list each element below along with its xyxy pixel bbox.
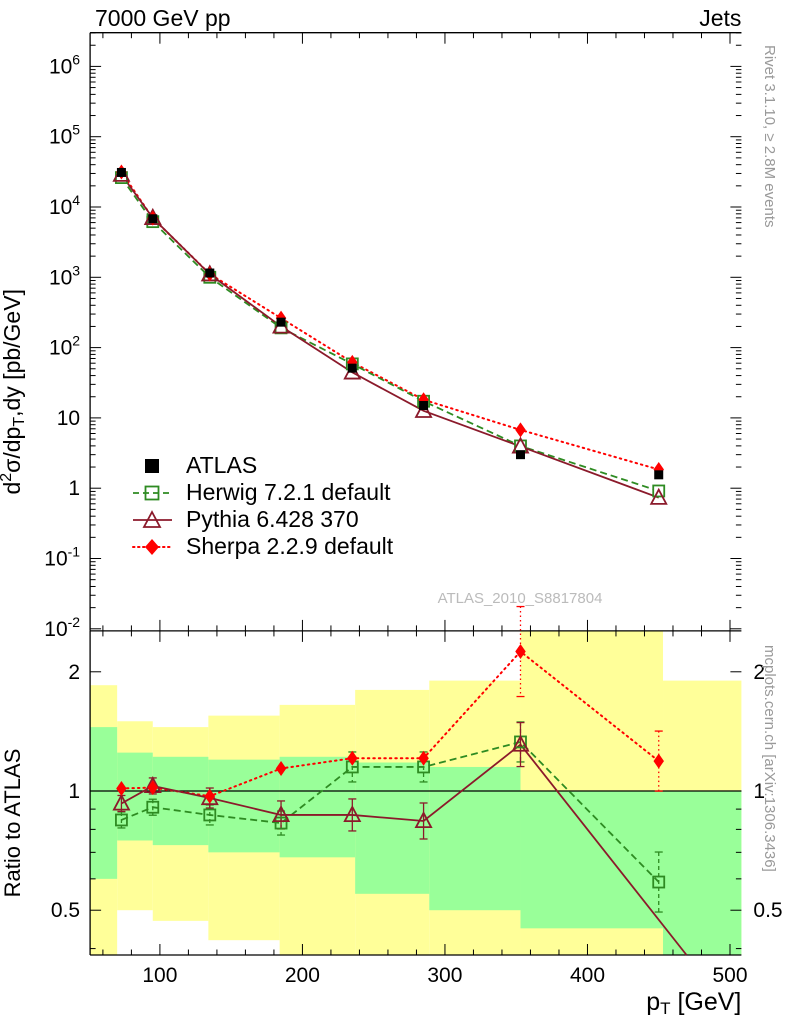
- svg-text:2: 2: [68, 661, 80, 684]
- svg-text:100: 100: [142, 964, 177, 987]
- svg-text:1: 1: [68, 477, 80, 500]
- svg-text:10: 10: [57, 407, 80, 430]
- svg-text:1: 1: [68, 780, 80, 803]
- svg-text:7000 GeV pp: 7000 GeV pp: [95, 5, 231, 31]
- svg-text:Ratio to ATLAS: Ratio to ATLAS: [0, 749, 25, 898]
- svg-text:Herwig 7.2.1 default: Herwig 7.2.1 default: [186, 479, 391, 505]
- svg-text:200: 200: [285, 964, 320, 987]
- svg-text:Pythia 6.428 370: Pythia 6.428 370: [186, 506, 359, 532]
- svg-text:400: 400: [570, 964, 605, 987]
- svg-text:ATLAS: ATLAS: [186, 452, 257, 478]
- svg-text:0.5: 0.5: [51, 899, 80, 922]
- svg-text:Jets: Jets: [699, 5, 741, 31]
- svg-text:ATLAS_2010_S8817804: ATLAS_2010_S8817804: [438, 590, 603, 607]
- svg-text:0.5: 0.5: [753, 899, 782, 922]
- svg-text:300: 300: [427, 964, 462, 987]
- svg-text:Sherpa 2.2.9 default: Sherpa 2.2.9 default: [186, 533, 394, 559]
- svg-text:Rivet 3.1.10, ≥ 2.8M events: Rivet 3.1.10, ≥ 2.8M events: [761, 45, 778, 228]
- svg-text:mcplots.cern.ch [arXiv:1306.34: mcplots.cern.ch [arXiv:1306.3436]: [761, 645, 778, 872]
- svg-text:500: 500: [712, 964, 747, 987]
- svg-text:d2σ/dpT,dy [pb/GeV]: d2σ/dpT,dy [pb/GeV]: [0, 289, 28, 495]
